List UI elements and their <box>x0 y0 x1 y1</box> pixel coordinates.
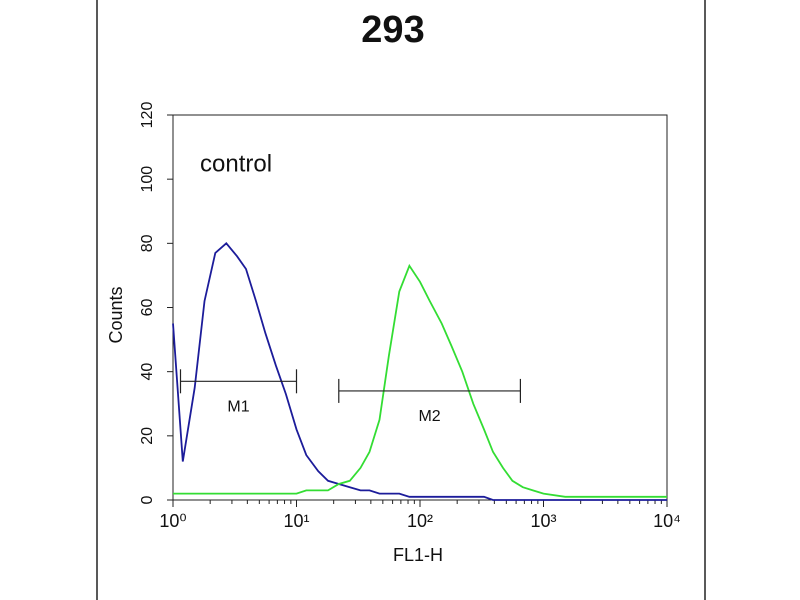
y-tick-label: 100 <box>139 166 156 193</box>
y-axis-label: Counts <box>106 286 126 343</box>
x-tick-label: 10³ <box>530 511 556 531</box>
x-tick-label: 10¹ <box>283 511 309 531</box>
series-line <box>172 242 667 501</box>
panel <box>96 0 706 600</box>
y-tick-label: 20 <box>139 427 156 445</box>
x-tick-label: 10⁰ <box>159 511 186 531</box>
marker-label: M1 <box>227 399 249 416</box>
y-tick-label: 120 <box>139 102 156 129</box>
y-tick-label: 40 <box>139 363 156 381</box>
marker-label: M2 <box>418 408 440 425</box>
series-line <box>173 263 667 498</box>
x-tick-label: 10² <box>407 511 433 531</box>
y-tick-label: 60 <box>139 299 156 317</box>
y-tick-label: 80 <box>139 234 156 252</box>
annotation: control <box>200 150 272 177</box>
x-axis-label: FL1-H <box>393 545 443 565</box>
chart-title: 293 <box>361 9 424 51</box>
y-tick-label: 0 <box>139 495 156 504</box>
x-tick-label: 10⁴ <box>653 511 681 531</box>
